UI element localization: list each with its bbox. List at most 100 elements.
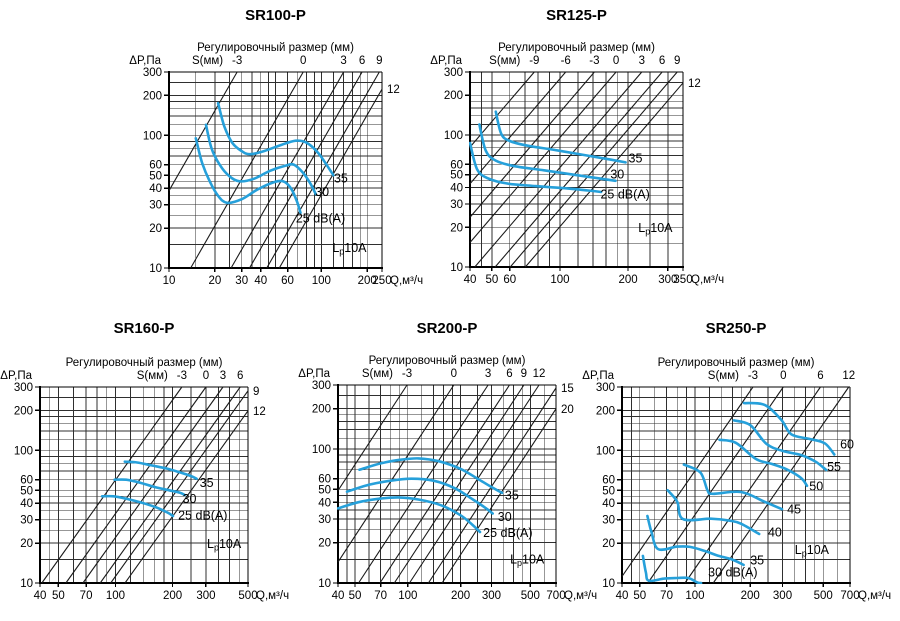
chart-title: SR250-P xyxy=(706,320,767,337)
y-axis-label: ΔP,Па xyxy=(582,370,614,382)
s-line-3 xyxy=(474,71,643,268)
s-line-6 xyxy=(684,386,821,584)
y-tick-label: 10 xyxy=(149,263,162,275)
x-tick-label: 300 xyxy=(773,590,792,602)
log-grid xyxy=(39,386,249,584)
axis-frame xyxy=(621,386,851,584)
y-tick-label: 100 xyxy=(444,130,463,142)
s-line--3 xyxy=(168,71,238,191)
noise-curve-30 xyxy=(478,123,617,183)
x-tick-label: 100 xyxy=(550,274,569,286)
x-tick-label: 200 xyxy=(451,590,470,602)
noise-curve-35 xyxy=(123,460,198,481)
y-tick-label: 50 xyxy=(602,485,615,497)
noise-curve-45 xyxy=(682,463,784,511)
noise-curve-label: 35 xyxy=(334,172,348,186)
noise-curve-30 xyxy=(345,477,494,515)
y-tick-label: 50 xyxy=(149,170,162,182)
x-tick-label: 500 xyxy=(238,590,257,602)
noise-curve-30 xyxy=(113,478,187,497)
x-axis-label: Q,м³/ч xyxy=(564,590,597,602)
noise-curve-55 xyxy=(732,419,828,472)
s-line-6 xyxy=(99,386,241,584)
s-line-6 xyxy=(249,71,363,269)
curve-labels: 35 30 25 dB(A) xyxy=(600,151,649,201)
x-tick-label: 250 xyxy=(372,275,391,287)
noise-curve-25 xyxy=(337,496,482,534)
s-label--9: -9 xyxy=(529,55,539,67)
x-tick-label: 40 xyxy=(332,590,345,602)
s-line--3 xyxy=(469,71,595,218)
noise-curve-label: 60 xyxy=(840,438,854,452)
s-label-12: 12 xyxy=(688,78,701,90)
y-tick-label: 60 xyxy=(149,160,162,172)
s-label-20: 20 xyxy=(561,404,574,416)
x-tick-label: 200 xyxy=(741,590,760,602)
s-label-0: 0 xyxy=(451,368,457,380)
x-tick-label: 700 xyxy=(546,590,565,602)
y-tick-label: 20 xyxy=(318,538,331,550)
s-label-6: 6 xyxy=(817,370,823,382)
y-tick-label: 100 xyxy=(143,130,162,142)
s-line-12 xyxy=(278,88,383,269)
x-tick-label: 70 xyxy=(80,590,93,602)
x-tick-label: 100 xyxy=(398,590,417,602)
noise-curves xyxy=(100,460,198,518)
y-tick-label: 200 xyxy=(143,90,162,102)
x-tick-label: 350 xyxy=(673,274,692,286)
y-tick-label: 200 xyxy=(596,405,615,417)
y-tick-label: 30 xyxy=(20,515,33,527)
s-label-12: 12 xyxy=(842,370,855,382)
s-axis-label: S(мм) xyxy=(708,370,739,382)
noise-curve-40 xyxy=(666,489,761,536)
y-tick-label: 300 xyxy=(14,382,33,394)
x-tick-label: 700 xyxy=(840,590,859,602)
s-label-6: 6 xyxy=(237,370,243,382)
y-tick-label: 60 xyxy=(602,475,615,487)
noise-curve-50 xyxy=(718,438,809,488)
s-label-3: 3 xyxy=(340,55,346,67)
x-tick-label: 20 xyxy=(208,275,221,287)
y-tick-label: 30 xyxy=(450,199,463,211)
s-label-0: 0 xyxy=(300,55,306,67)
s-label-12: 12 xyxy=(387,84,400,96)
noise-curve-label: 30 xyxy=(498,510,512,524)
s-line-12 xyxy=(124,410,249,584)
x-tick-label: 300 xyxy=(482,590,501,602)
axis-frame xyxy=(39,386,249,584)
tick-labels: 40 50 70 100 200 300 500 7003002001006050403020… xyxy=(312,380,566,602)
s-label-6: 6 xyxy=(506,368,512,380)
x-tick-label: 50 xyxy=(52,590,65,602)
s-label-12: 12 xyxy=(533,368,546,380)
x-tick-label: 100 xyxy=(312,275,331,287)
s-lines: -9 -6 -3 0 3 6 9 12 xyxy=(469,55,701,268)
s-axis-label: S(мм) xyxy=(489,55,520,67)
chart-title: SR160-P xyxy=(114,320,175,337)
x-tick-label: 70 xyxy=(660,590,673,602)
s-line-6 xyxy=(379,384,510,584)
noise-curves xyxy=(641,401,836,584)
s-line-3 xyxy=(358,384,489,584)
y-tick-label: 40 xyxy=(20,498,33,510)
y-tick-label: 200 xyxy=(444,90,463,102)
s-line-20 xyxy=(441,408,557,584)
s-label--3: -3 xyxy=(402,368,412,380)
s-axis-label: S(мм) xyxy=(362,368,393,380)
noise-curve-label: 35 xyxy=(200,476,214,490)
y-tick-label: 30 xyxy=(149,200,162,212)
x-tick-label: 50 xyxy=(633,590,646,602)
y-tick-label: 300 xyxy=(596,382,615,394)
s-label-0: 0 xyxy=(780,370,786,382)
lp10a-label: Lp10A xyxy=(207,537,242,553)
noise-curve-label: 25 dB(A) xyxy=(483,526,532,540)
y-tick-label: 30 xyxy=(318,514,331,526)
s-line-15 xyxy=(427,387,557,584)
x-tick-label: 40 xyxy=(616,590,629,602)
y-tick-label: 30 xyxy=(602,515,615,527)
noise-curve-35 xyxy=(216,101,335,177)
